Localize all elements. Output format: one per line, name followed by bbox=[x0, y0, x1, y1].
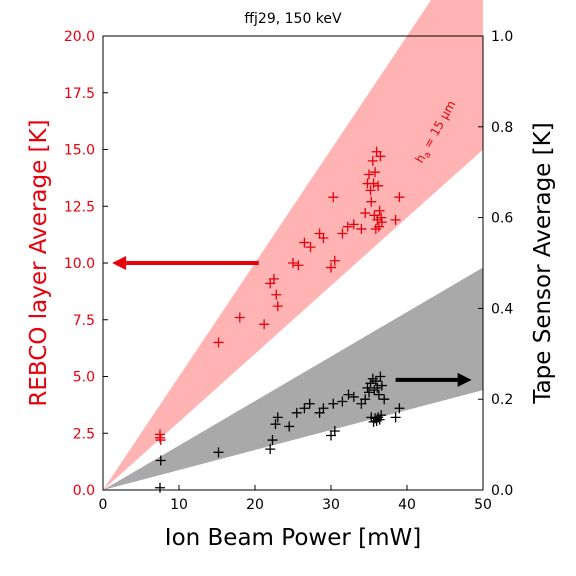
arrow-left-head bbox=[112, 256, 127, 270]
x-tick-label: 50 bbox=[474, 497, 492, 513]
left-y-axis-label: REBCO layer Average [K] bbox=[26, 119, 52, 406]
rebco-point bbox=[394, 192, 405, 203]
tape-point bbox=[375, 371, 386, 382]
tape-point bbox=[372, 382, 383, 393]
rebco-point bbox=[288, 258, 298, 268]
x-axis-label: Ion Beam Power [mW] bbox=[165, 525, 421, 551]
tape-point bbox=[394, 403, 405, 414]
left-y-tick-label: 2.5 bbox=[73, 426, 95, 442]
rebco-point bbox=[348, 219, 359, 230]
rebco-point bbox=[375, 151, 386, 162]
axis-ticks: 0 10 20 30 40 500.02.55.07.510.012.515.017.52… bbox=[64, 29, 514, 513]
data-points bbox=[155, 146, 405, 493]
rebco-point bbox=[390, 214, 401, 225]
right-y-tick-label: 0.8 bbox=[491, 120, 513, 136]
tape-point bbox=[291, 407, 302, 418]
tape-point bbox=[265, 444, 276, 455]
rebco-point bbox=[213, 337, 224, 348]
tape-point bbox=[284, 421, 295, 432]
right-y-tick-label: 0.0 bbox=[491, 483, 513, 499]
left-y-tick-label: 0.0 bbox=[73, 483, 95, 499]
left-y-tick-label: 20.0 bbox=[64, 29, 95, 45]
rebco-point bbox=[329, 255, 340, 266]
right-y-tick-label: 1.0 bbox=[491, 29, 513, 45]
tape-point bbox=[343, 389, 354, 400]
tape-point bbox=[329, 425, 340, 436]
rebco-point bbox=[155, 435, 166, 446]
right-y-tick-label: 0.2 bbox=[491, 392, 513, 408]
x-tick-label: 0 bbox=[99, 497, 108, 513]
right-y-axis-label: Tape Sensor Average [K] bbox=[530, 122, 556, 404]
x-tick-label: 30 bbox=[322, 497, 340, 513]
tape-point bbox=[155, 482, 165, 493]
tape-point bbox=[370, 376, 381, 387]
tape-point bbox=[337, 396, 348, 407]
rebco-point bbox=[370, 167, 381, 178]
rebco-point bbox=[367, 155, 378, 166]
tape-point bbox=[379, 394, 390, 405]
rebco-point bbox=[318, 233, 329, 244]
tape-point bbox=[267, 435, 278, 446]
tape-point bbox=[270, 419, 281, 430]
tape-point bbox=[374, 414, 385, 425]
rebco-point bbox=[373, 180, 384, 191]
uncertainty-bands bbox=[103, 0, 483, 490]
chart-title: ffj29, 150 keV bbox=[244, 11, 342, 27]
x-tick-label: 40 bbox=[398, 497, 416, 513]
left-y-tick-label: 5.0 bbox=[73, 370, 95, 386]
right-y-tick-label: 0.6 bbox=[491, 211, 513, 227]
rebco-point bbox=[271, 289, 282, 300]
rebco-point bbox=[368, 178, 379, 189]
rebco-point bbox=[364, 169, 374, 180]
right-y-tick-label: 0.4 bbox=[491, 301, 513, 317]
tape-point bbox=[373, 389, 384, 400]
rebco-point bbox=[293, 260, 304, 271]
rebco-point bbox=[360, 208, 371, 219]
tape-point bbox=[318, 403, 329, 414]
tape-point bbox=[304, 398, 315, 409]
rebco-point bbox=[365, 185, 376, 196]
tape-point bbox=[299, 403, 310, 414]
tape-point bbox=[328, 398, 339, 409]
tape-band bbox=[103, 267, 483, 490]
tape-point bbox=[376, 410, 387, 421]
axis-indicator-arrows bbox=[112, 256, 472, 387]
rebco-point bbox=[328, 192, 339, 203]
left-y-tick-label: 7.5 bbox=[73, 313, 95, 329]
rebco-point bbox=[305, 242, 316, 253]
tape-point bbox=[390, 412, 401, 423]
x-tick-label: 20 bbox=[246, 497, 264, 513]
rebco-point bbox=[356, 223, 367, 234]
rebco-point bbox=[155, 429, 165, 440]
arrow-right-head bbox=[457, 372, 472, 387]
left-y-tick-label: 10.0 bbox=[64, 256, 95, 272]
rebco-point bbox=[337, 228, 348, 239]
tape-point bbox=[360, 394, 371, 405]
rebco-point bbox=[376, 217, 387, 228]
left-y-tick-label: 17.5 bbox=[64, 86, 95, 102]
rebco-band bbox=[103, 0, 483, 490]
rebco-point bbox=[259, 319, 270, 330]
rebco-point bbox=[374, 205, 385, 216]
tape-point bbox=[376, 380, 387, 391]
left-y-tick-label: 15.0 bbox=[64, 143, 95, 159]
tape-point bbox=[365, 378, 376, 389]
left-y-tick-label: 12.5 bbox=[64, 199, 95, 215]
rebco-point bbox=[366, 196, 377, 207]
rebco-point bbox=[342, 221, 353, 232]
tape-point bbox=[348, 391, 359, 402]
rebco-point bbox=[376, 212, 387, 223]
tape-point bbox=[364, 387, 374, 398]
x-tick-label: 10 bbox=[170, 497, 188, 513]
rebco-point bbox=[269, 273, 279, 284]
rebco-point bbox=[326, 262, 336, 273]
rebco-point bbox=[299, 237, 310, 248]
tape-point bbox=[155, 455, 166, 466]
tape-point bbox=[272, 412, 283, 423]
rebco-point bbox=[272, 301, 283, 312]
tape-point bbox=[213, 447, 224, 458]
rebco-point bbox=[234, 312, 245, 323]
